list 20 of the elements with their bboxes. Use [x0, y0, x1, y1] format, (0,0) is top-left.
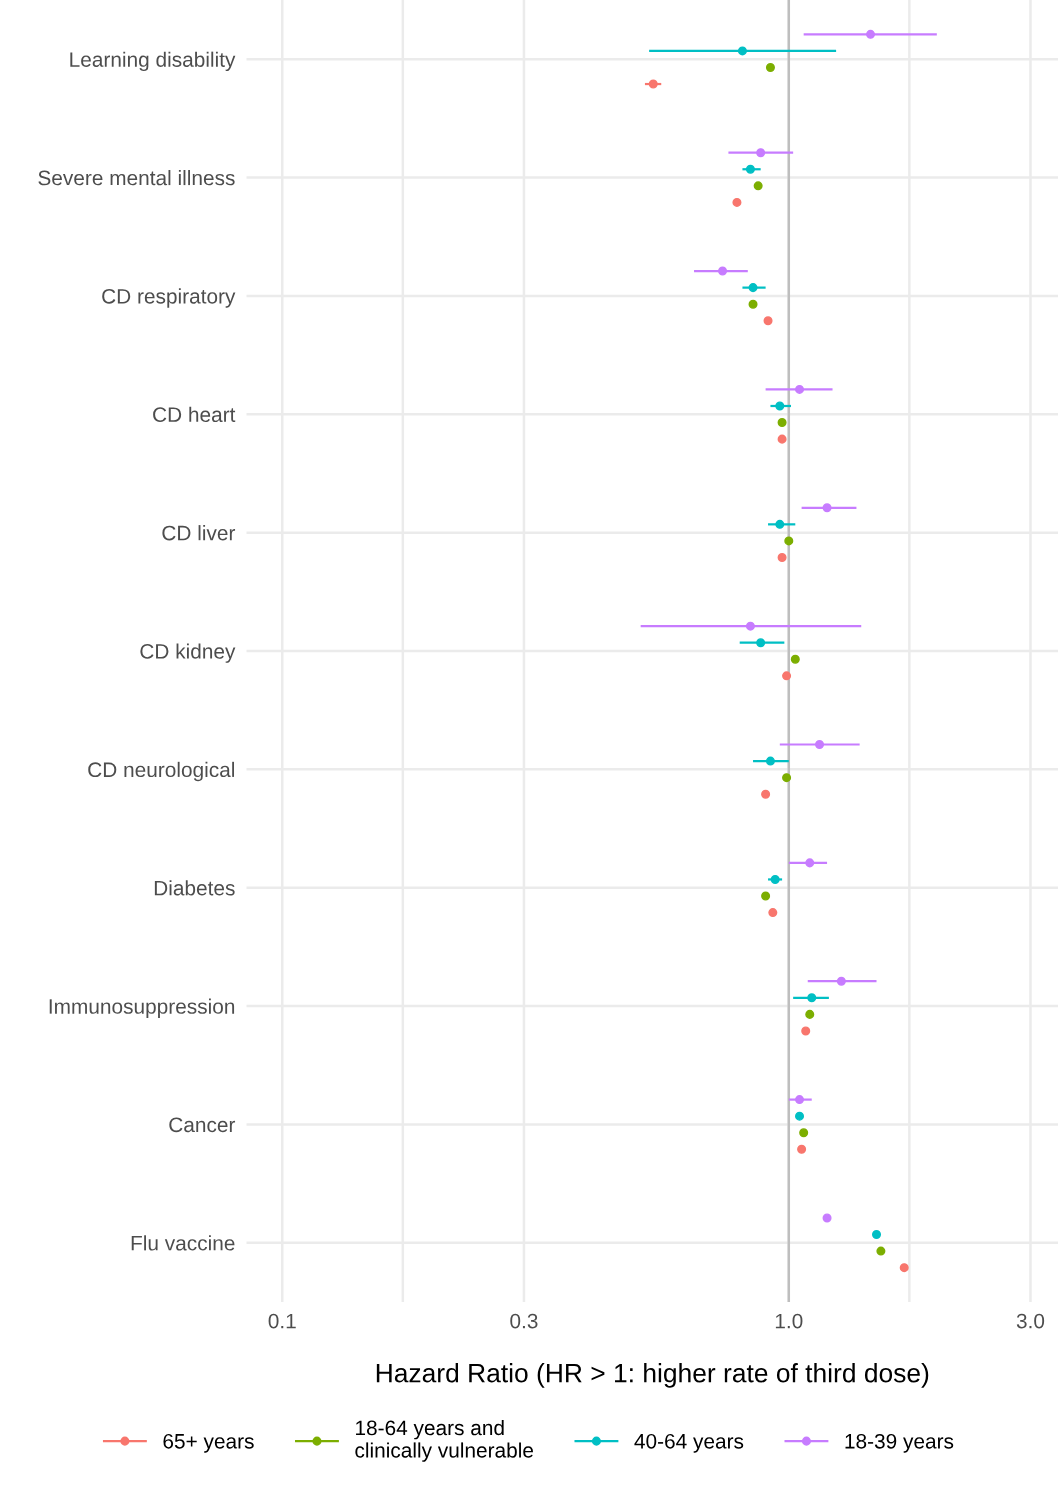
y-tick-label: CD heart — [153, 406, 236, 423]
x-tick-label: 0.3 — [510, 1313, 538, 1329]
legend-label: 18-39 years — [845, 1433, 954, 1453]
legend-label: 65+ years — [163, 1433, 254, 1453]
x-tick-label: 1.0 — [775, 1313, 803, 1329]
y-tick-label: Learning disability — [70, 51, 236, 72]
y-tick-label: CD respiratory — [102, 288, 236, 308]
x-tick-label: 3.0 — [1016, 1313, 1045, 1329]
y-tick-label: CD neurological — [88, 761, 235, 782]
x-axis-title: Hazard Ratio (HR > 1: higher rate of third dose) — [376, 1363, 929, 1388]
y-tick-label: CD liver — [162, 525, 236, 541]
y-tick-label: Severe mental illness — [38, 170, 235, 186]
x-tick-label: 0.1 — [268, 1313, 296, 1329]
legend-label: 18-64 years and clinically vulnerable — [355, 1419, 534, 1462]
y-tick-label: Diabetes — [154, 880, 235, 896]
y-tick-label: Flu vaccine — [131, 1235, 235, 1251]
y-tick-label: Immunosuppression — [49, 998, 235, 1018]
y-tick-label: Cancer — [169, 1117, 236, 1133]
y-tick-label: CD kidney — [140, 643, 236, 663]
legend-label: 40-64 years — [634, 1433, 744, 1453]
